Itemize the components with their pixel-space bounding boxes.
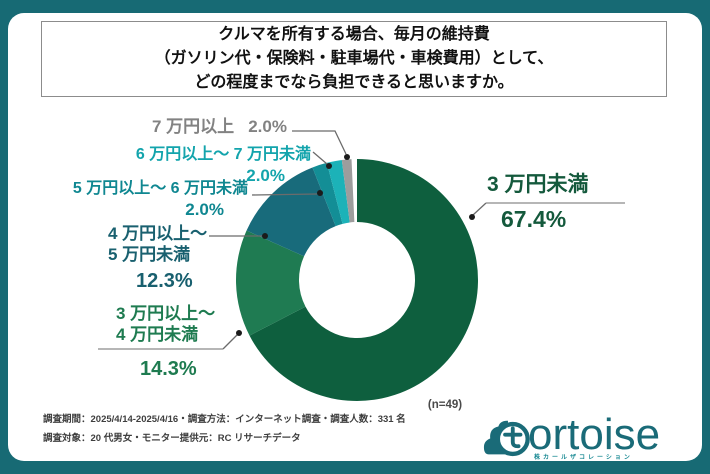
segment-label: 3 万円未満 bbox=[487, 173, 589, 196]
survey-methodology: 調査期間：2025/4/14-2025/4/16・調査方法：インターネット調査・… bbox=[43, 411, 406, 448]
dot-seg34 bbox=[236, 330, 242, 336]
segment-label: 5 万円以上〜 6 万円未満 bbox=[72, 180, 248, 197]
donut-segment-4 bbox=[326, 159, 350, 224]
leader-dots bbox=[236, 154, 475, 336]
question-line-1: クルマを所有する場合、毎月の維持費 bbox=[218, 26, 490, 43]
segment-pct: 14.3% bbox=[140, 358, 197, 380]
segment-label: 4 万円以上〜 bbox=[108, 224, 208, 243]
segment-pct: 2.0% bbox=[185, 200, 224, 219]
segment-label: 3 万円以上〜 bbox=[116, 304, 216, 323]
callout-3man-4man: 3 万円以上〜 4 万円未満 14.3% bbox=[116, 303, 215, 382]
callout-5man-6man: 5 万円以上〜 6 万円未満 2.0% bbox=[73, 179, 248, 221]
tortoise-logo: ortoise 株カールザコレーション bbox=[482, 410, 696, 466]
logo-t-stem bbox=[510, 426, 521, 449]
dot-seg7 bbox=[344, 154, 350, 160]
segment-label: 7 万円以上 bbox=[152, 117, 235, 136]
tortoise-icon bbox=[483, 420, 530, 457]
segment-pct: 12.3% bbox=[136, 270, 193, 292]
dot-seg67 bbox=[326, 163, 332, 169]
segment-pct: 67.4% bbox=[501, 206, 567, 232]
survey-question-box: クルマを所有する場合、毎月の維持費 （ガソリン代・保険料・駐車場代・車検費用）と… bbox=[41, 21, 667, 97]
segment-pct: 2.0% bbox=[248, 117, 287, 136]
leader-lines bbox=[209, 130, 487, 350]
callout-under-3man: 3 万円未満 67.4% bbox=[487, 173, 589, 233]
survey-target-line: 調査対象：20 代男女・モニター提供元：RC リサーチデータ bbox=[43, 432, 301, 444]
dot-seg56 bbox=[317, 190, 323, 196]
donut-segments bbox=[235, 158, 479, 401]
leader-seg3 bbox=[472, 202, 487, 216]
donut-segment-3 bbox=[312, 162, 343, 227]
question-line-3: どの程度までなら負担できると思いますか。 bbox=[194, 74, 514, 91]
donut-segment-5 bbox=[341, 159, 355, 223]
leader-seg67 bbox=[312, 151, 328, 165]
leader-seg7 bbox=[292, 130, 347, 155]
logo-company-subtext: 株カールザコレーション bbox=[534, 455, 633, 461]
label-underlines bbox=[98, 202, 625, 350]
sample-size-note: (n=49) bbox=[427, 399, 463, 411]
donut-segment-1 bbox=[235, 230, 306, 336]
callout-6man-7man: 6 万円以上〜 7 万円未満 2.0% bbox=[136, 145, 311, 187]
survey-period-line: 調査期間：2025/4/14-2025/4/16・調査方法：インターネット調査・… bbox=[43, 414, 406, 425]
donut-segment-2 bbox=[246, 167, 336, 257]
dot-seg45 bbox=[262, 233, 268, 239]
segment-pct: 2.0% bbox=[246, 166, 285, 185]
segment-label: 5 万円未満 bbox=[108, 245, 191, 264]
question-line-2: （ガソリン代・保険料・駐車場代・車検費用）として、 bbox=[154, 50, 554, 67]
logo-wordmark: ortoise bbox=[528, 410, 661, 459]
callout-4man-5man: 4 万円以上〜 5 万円未満 12.3% bbox=[108, 223, 207, 294]
segment-label: 6 万円以上〜 7 万円未満 bbox=[135, 146, 311, 163]
leader-seg34 bbox=[222, 333, 239, 350]
donut-segment-0 bbox=[249, 158, 479, 401]
segment-label: 4 万円未満 bbox=[116, 325, 199, 344]
callout-7man-over: 7 万円以上 2.0% bbox=[152, 117, 287, 137]
leader-seg56 bbox=[251, 193, 318, 196]
dot-seg3 bbox=[469, 214, 475, 220]
